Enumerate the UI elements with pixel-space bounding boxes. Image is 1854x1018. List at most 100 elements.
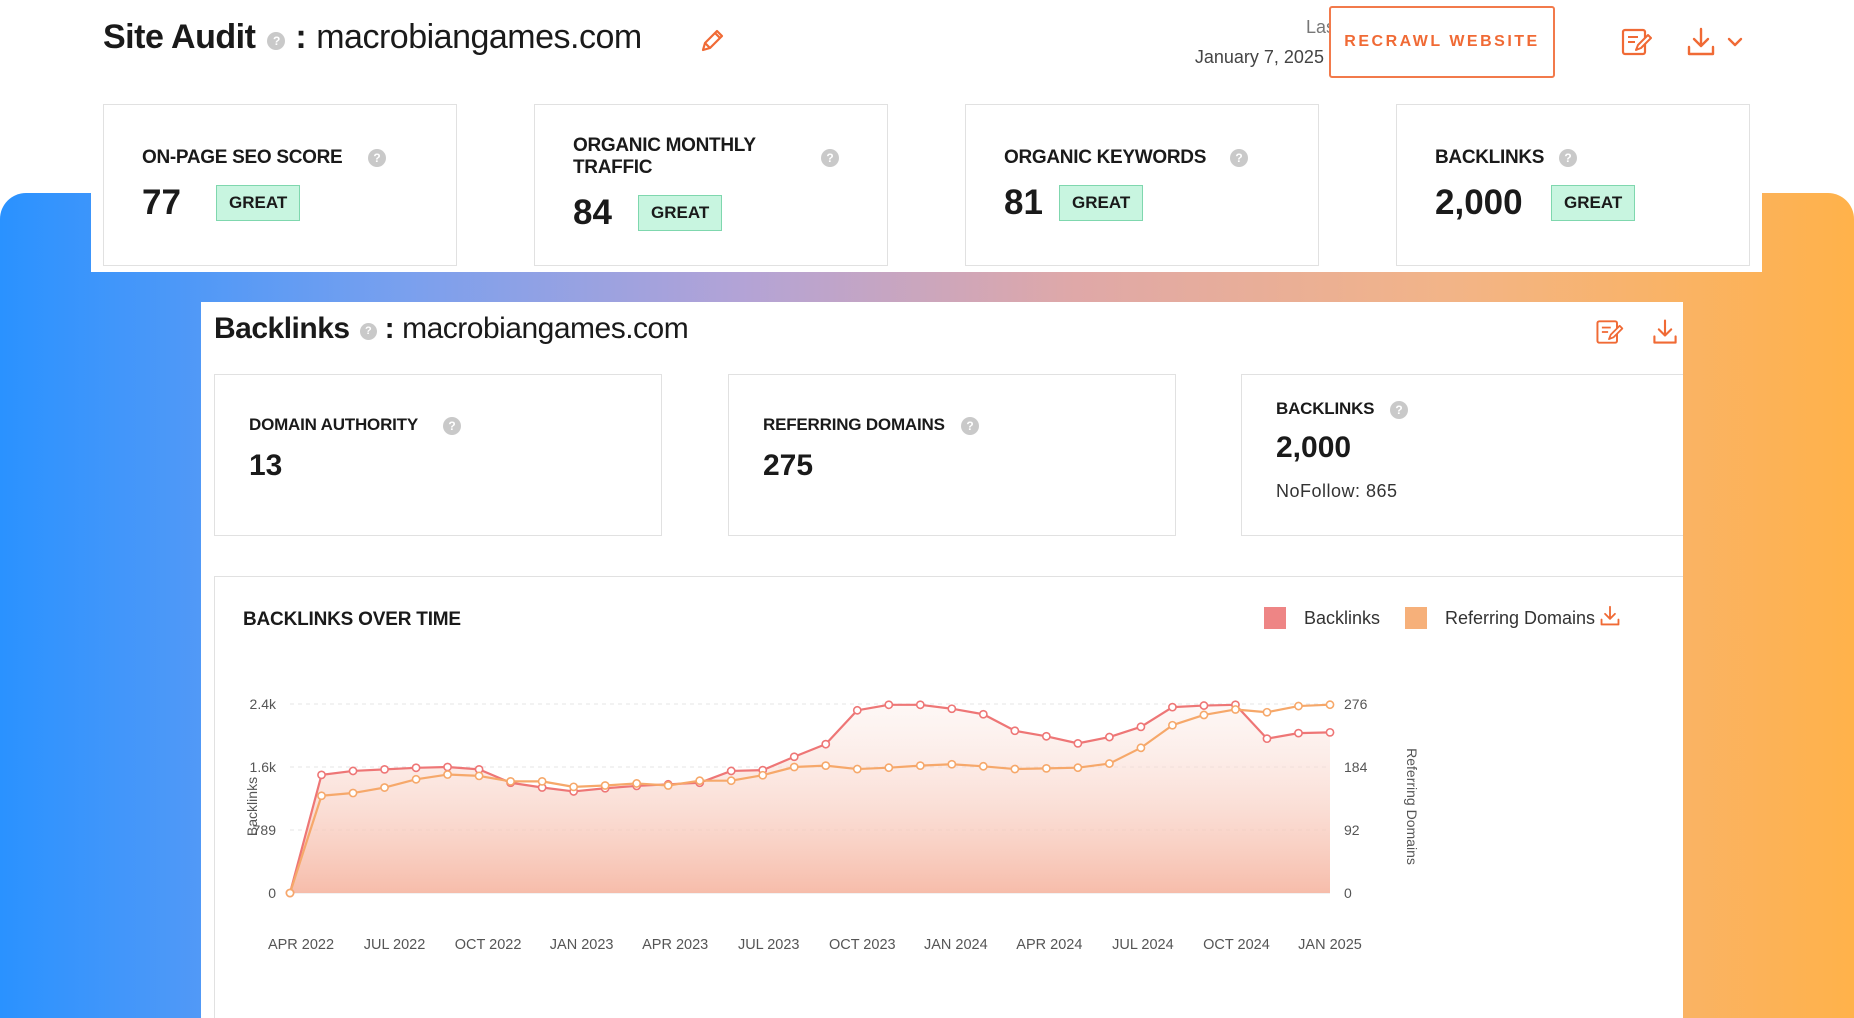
backlinks-point xyxy=(884,700,894,710)
card-label: DOMAIN AUTHORITY xyxy=(249,415,418,434)
x-tick-label: APR 2022 xyxy=(268,937,334,953)
backlinks-panel: Backlinks ? : macrobiangames.com DOMAIN … xyxy=(201,302,1683,1018)
help-icon[interactable]: ? xyxy=(961,417,979,435)
backlinks-point xyxy=(411,763,421,773)
backlinks-point xyxy=(348,766,358,776)
metric-card-organic-keywords: ORGANIC KEYWORDS ? 81 GREAT xyxy=(965,104,1319,266)
backlinks-area xyxy=(290,704,1330,893)
help-icon[interactable]: ? xyxy=(1559,149,1577,167)
referring-domains-point xyxy=(1136,743,1146,753)
metric-card-backlinks: BACKLINKS ? 2,000 GREAT xyxy=(1396,104,1750,266)
card-value: 13 xyxy=(249,449,283,482)
status-badge: GREAT xyxy=(1059,185,1144,221)
referring-domains-point xyxy=(663,781,673,790)
legend-item-referring-domains[interactable]: Referring Domains xyxy=(1405,607,1595,629)
help-icon[interactable]: ? xyxy=(1390,401,1408,419)
backlinks-point xyxy=(821,739,831,749)
referring-domains-point xyxy=(474,771,484,781)
metric-label-line2: TRAFFIC xyxy=(573,157,653,178)
x-tick-label: JAN 2025 xyxy=(1298,937,1362,953)
page-title: Site Audit ? : macrobiangames.com xyxy=(103,18,642,57)
backlinks-point xyxy=(317,770,326,780)
card-value: 275 xyxy=(763,449,814,482)
y-tick-label: 1.6k xyxy=(250,759,277,775)
title-separator: : xyxy=(295,18,307,56)
y-tick-label: 789 xyxy=(253,822,277,838)
backlinks-point xyxy=(789,752,799,762)
legend-swatch xyxy=(1264,607,1286,629)
referring-domains-point xyxy=(1168,720,1177,730)
page-title-text: Site Audit xyxy=(103,18,256,56)
help-icon[interactable]: ? xyxy=(1230,149,1248,167)
status-badge: GREAT xyxy=(1551,185,1636,221)
referring-domains-point xyxy=(569,782,579,792)
download-icon[interactable] xyxy=(1595,601,1625,631)
metric-label: BACKLINKS xyxy=(1435,147,1545,168)
referring-domains-point xyxy=(443,770,452,779)
chart-title: BACKLINKS OVER TIME xyxy=(243,609,461,630)
card-value: 2,000 xyxy=(1276,431,1352,464)
referring-domains-point xyxy=(380,783,389,792)
referring-domains-point xyxy=(758,770,768,780)
status-badge: GREAT xyxy=(638,195,723,231)
referring-domains-point xyxy=(978,761,988,771)
chevron-down-icon[interactable] xyxy=(1723,28,1747,56)
legend-swatch xyxy=(1405,607,1427,629)
domain-authority-card: DOMAIN AUTHORITY ? 13 xyxy=(214,374,662,536)
referring-domains-point xyxy=(695,776,705,786)
backlinks-point xyxy=(1199,701,1209,710)
backlinks-point xyxy=(1294,728,1303,738)
backlinks-point xyxy=(443,762,452,772)
referring-domains-point xyxy=(285,888,295,898)
help-icon[interactable]: ? xyxy=(359,322,377,340)
metric-card-organic-traffic: ORGANIC MONTHLY TRAFFIC ? 84 GREAT xyxy=(534,104,888,266)
pencil-icon[interactable] xyxy=(697,26,727,56)
y-axis-label: Backlinks xyxy=(244,777,260,836)
site-audit-panel: Site Audit ? : macrobiangames.com Last C… xyxy=(91,0,1762,272)
metric-label: ORGANIC KEYWORDS xyxy=(1004,147,1207,168)
backlinks-point xyxy=(1073,738,1083,748)
recrawl-website-button[interactable]: RECRAWL WEBSITE xyxy=(1329,6,1555,78)
help-icon[interactable]: ? xyxy=(267,31,286,50)
backlinks-point xyxy=(1325,727,1335,737)
metric-value: 84 xyxy=(573,193,612,232)
metric-value: 2,000 xyxy=(1435,183,1523,222)
x-tick-label: OCT 2022 xyxy=(455,937,522,953)
nofollow-count: NoFollow: 865 xyxy=(1276,481,1398,501)
backlinks-point xyxy=(1104,732,1114,742)
status-badge: GREAT xyxy=(216,185,301,221)
backlinks-point xyxy=(1041,731,1051,741)
referring-domains-point xyxy=(1073,763,1083,773)
referring-domains-point xyxy=(1041,763,1051,773)
referring-domains-point xyxy=(789,762,799,772)
backlinks-point xyxy=(947,704,957,714)
metric-label-line1: ORGANIC MONTHLY xyxy=(573,135,756,156)
help-icon[interactable]: ? xyxy=(821,149,839,167)
referring-domains-point xyxy=(317,791,326,801)
referring-domains-point xyxy=(1010,764,1020,774)
y2-tick-label: 276 xyxy=(1344,696,1368,712)
backlinks-title-text: Backlinks xyxy=(214,312,350,345)
referring-domains-point xyxy=(506,776,516,786)
backlinks-point xyxy=(978,709,988,719)
x-tick-label: JUL 2022 xyxy=(364,937,426,953)
card-label: BACKLINKS xyxy=(1276,399,1375,418)
legend-item-backlinks[interactable]: Backlinks xyxy=(1264,607,1380,629)
referring-domains-line xyxy=(288,703,1331,894)
backlinks-card: BACKLINKS ? 2,000 NoFollow: 865 xyxy=(1241,374,1683,536)
metric-value: 81 xyxy=(1004,183,1043,222)
referring-domains-point xyxy=(821,761,831,771)
help-icon[interactable]: ? xyxy=(368,149,386,167)
download-icon[interactable] xyxy=(1681,22,1721,62)
report-edit-icon[interactable] xyxy=(1616,22,1656,62)
referring-domains-point xyxy=(947,759,957,769)
backlinks-point xyxy=(1168,702,1177,712)
backlinks-domain: macrobiangames.com xyxy=(402,312,689,345)
x-tick-label: JAN 2023 xyxy=(550,937,614,953)
y2-axis-label: Referring Domains xyxy=(1404,748,1420,865)
backlinks-point xyxy=(1136,722,1146,732)
help-icon[interactable]: ? xyxy=(443,417,461,435)
report-edit-icon[interactable] xyxy=(1591,314,1627,350)
download-icon[interactable] xyxy=(1647,314,1683,350)
referring-domains-point xyxy=(600,781,610,790)
